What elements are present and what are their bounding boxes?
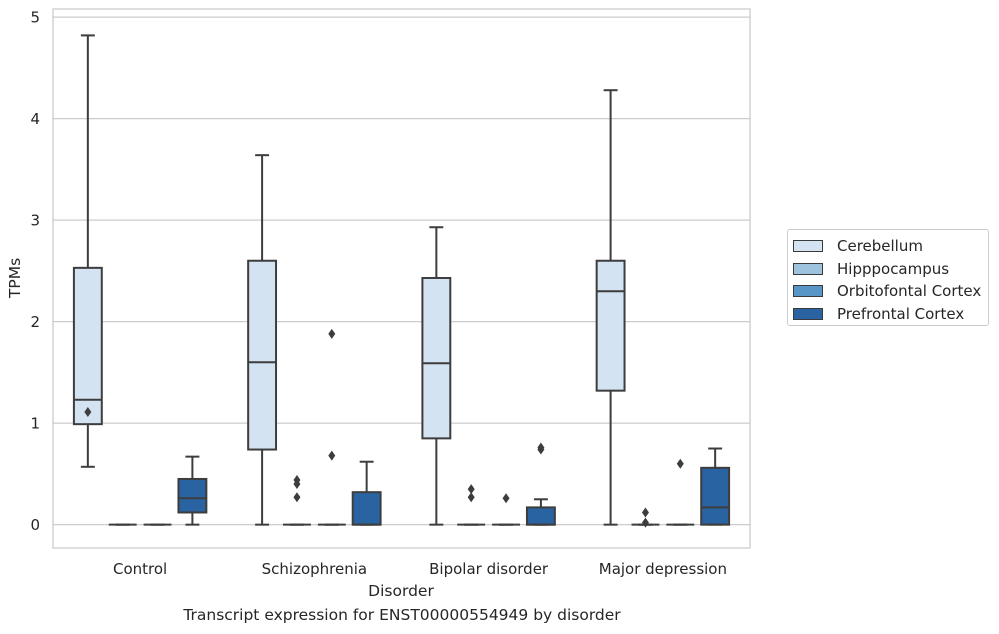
box-cerebellum [421, 226, 452, 526]
legend-item-prefrontal-cortex: Prefrontal Cortex [793, 303, 988, 326]
legend-swatch-hippocampus [793, 262, 823, 275]
box-iqr [421, 276, 452, 440]
legend-label-orbitofrontal-cortex: Orbitofontal Cortex [837, 282, 982, 301]
y-tick-label: 2 [30, 313, 40, 331]
y-tick-label: 1 [30, 415, 40, 433]
legend: Cerebellum Hipppocampus Orbitofontal Cor… [787, 229, 989, 326]
gridlines [53, 16, 750, 526]
legend-swatch-prefrontal-cortex [793, 307, 823, 320]
box-orbitofontal-cortex [317, 328, 346, 526]
legend-label-cerebellum: Cerebellum [837, 237, 923, 256]
legend-label-prefrontal-cortex: Prefrontal Cortex [837, 304, 965, 323]
box-orbitofontal-cortex [492, 493, 520, 526]
box-iqr [595, 259, 626, 392]
outlier-point [84, 406, 92, 417]
box-iqr [700, 466, 731, 526]
y-tick-label: 5 [30, 9, 40, 27]
x-tick-label: Schizophrenia [262, 560, 367, 578]
box-iqr [247, 259, 278, 451]
outlier-point [537, 442, 545, 453]
box-prefrontal-cortex [177, 455, 208, 526]
outlier-point [467, 492, 475, 503]
box-iqr [351, 491, 382, 526]
plot-frame [52, 8, 751, 549]
x-axis-label: Disorder [368, 582, 434, 600]
box-prefrontal-cortex [525, 442, 556, 526]
legend-label-hippocampus: Hipppocampus [837, 259, 950, 278]
axis-ticks: 0 1 2 3 4 5 Control Schizophrenia Bipolar disord… [30, 9, 727, 578]
box-prefrontal-cortex [700, 447, 731, 526]
box-cerebellum [247, 154, 278, 526]
outlier-point [467, 484, 475, 495]
x-tick-label: Bipolar disorder [429, 560, 549, 578]
box-plot-marks [72, 34, 731, 528]
box-hipppocampus [283, 474, 311, 526]
box-prefrontal-cortex [351, 460, 382, 526]
y-tick-label: 0 [30, 516, 40, 534]
y-tick-label: 3 [30, 212, 40, 230]
outlier-point [641, 517, 649, 528]
outlier-point [328, 328, 336, 339]
outlier-point [641, 507, 649, 518]
legend-swatch-cerebellum [793, 240, 823, 253]
outlier-point [676, 458, 684, 469]
x-tick-label: Major depression [599, 560, 727, 578]
box-iqr [177, 477, 208, 514]
x-tick-label: Control [113, 560, 167, 578]
legend-item-hippocampus: Hipppocampus [793, 258, 988, 281]
box-hipppocampus [457, 484, 486, 526]
box-iqr [72, 266, 103, 426]
box-iqr [525, 506, 556, 526]
outlier-point [293, 474, 301, 485]
box-cerebellum [595, 89, 626, 526]
legend-swatch-orbitofrontal-cortex [793, 285, 823, 298]
outlier-point [293, 492, 301, 503]
box-hipppocampus [631, 507, 660, 528]
box-orbitofontal-cortex [666, 458, 695, 526]
box-cerebellum [72, 34, 103, 468]
outlier-point [502, 493, 510, 504]
legend-item-orbitofrontal-cortex: Orbitofontal Cortex [793, 280, 988, 303]
legend-item-cerebellum: Cerebellum [793, 235, 988, 258]
chart-title: Transcript expression for ENST0000055494… [183, 606, 621, 624]
y-tick-label: 4 [30, 110, 40, 128]
y-axis-label: TPMs [6, 258, 24, 299]
outlier-point [328, 450, 336, 461]
